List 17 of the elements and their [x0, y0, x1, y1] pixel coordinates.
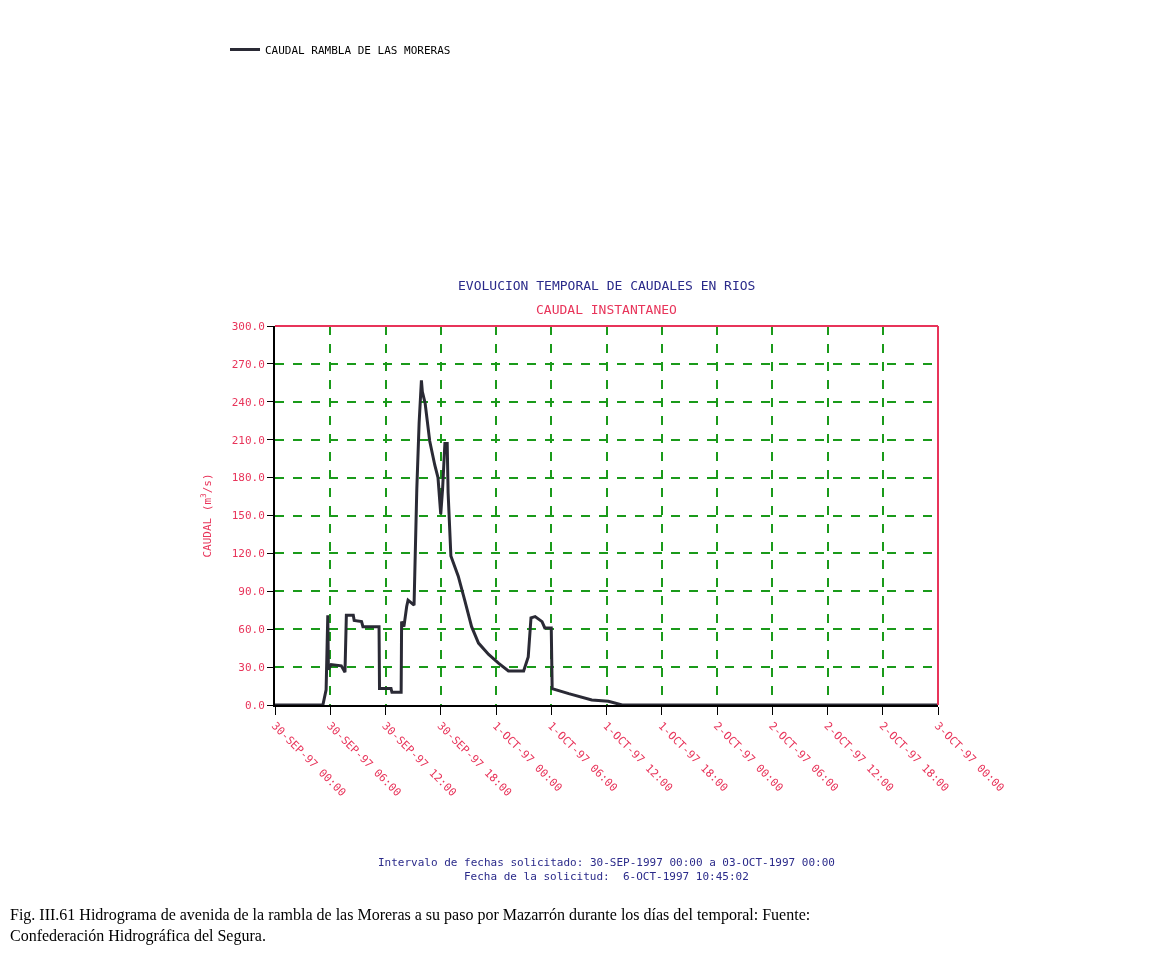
y-tick-label: 270.0	[231, 357, 265, 371]
chart-title: EVOLUCION TEMPORAL DE CAUDALES EN RIOS	[458, 278, 756, 293]
y-tick-label: 300.0	[231, 319, 265, 333]
text: Fig. III.61 Hidrograma de avenida de la rambla de las Moreras a su paso por Mazarrón durante los días del temporal: Fuente: Confederación Hidrográfica del Segura.	[10, 906, 811, 945]
y-tick-label: 210.0	[231, 433, 265, 447]
text: Intervalo de fechas solicitado: 30-SEP-1997 00:00 a 03-OCT-1997 00:00	[378, 856, 835, 869]
chart-subtitle: CAUDAL INSTANTANEO	[536, 302, 678, 317]
text: Fecha de la solicitud: 6-OCT-1997 10:45:02	[464, 870, 749, 883]
y-tick-label: 60.0	[238, 623, 265, 637]
y-tick-label: 30.0	[238, 660, 265, 674]
y-tick-label: 180.0	[231, 471, 265, 485]
y-tick-label: 150.0	[231, 509, 265, 523]
legend-label: CAUDAL RAMBLA DE LAS MORERAS	[265, 43, 451, 57]
y-tick-label: 120.0	[231, 547, 265, 561]
y-tick-label: 240.0	[231, 395, 265, 409]
y-tick-label: 90.0	[238, 585, 265, 599]
y-tick-label: 0.0	[244, 698, 265, 712]
